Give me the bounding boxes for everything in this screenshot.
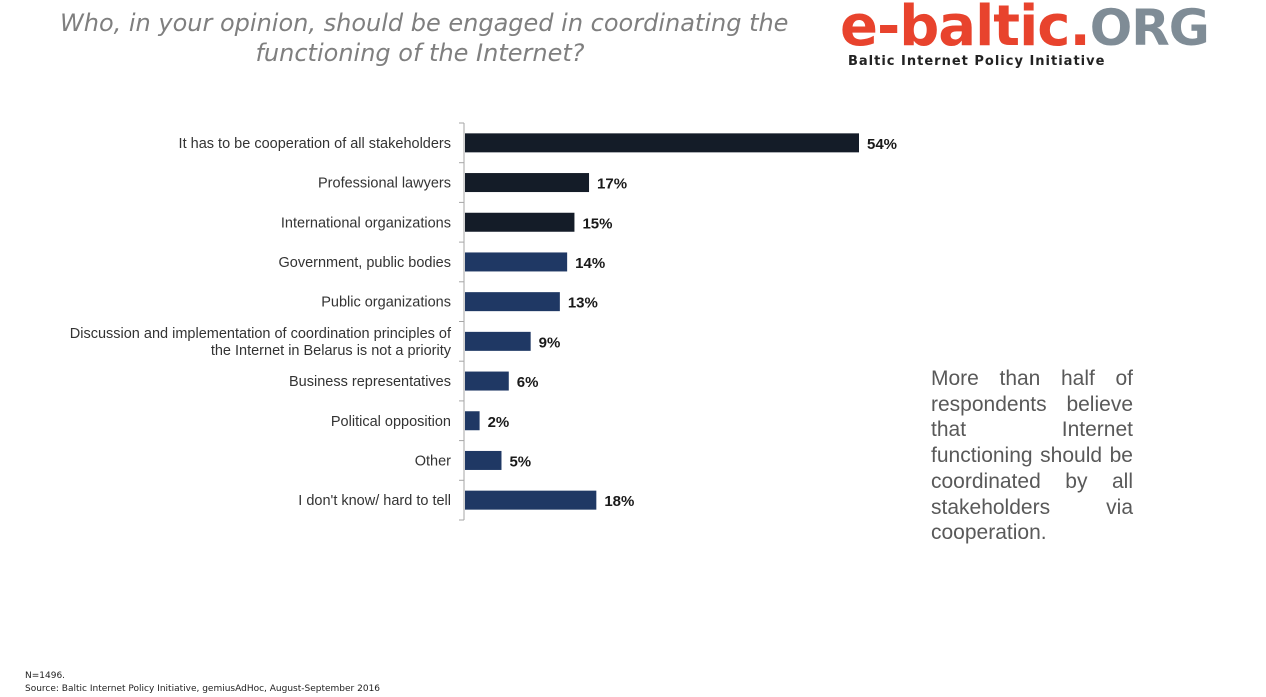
data-label: 6%: [517, 374, 539, 391]
category-label-line: Other: [415, 453, 451, 469]
title-line-2: functioning of the Internet?: [255, 39, 585, 67]
bar: [465, 450, 502, 470]
category-label: Public organizations: [321, 295, 451, 311]
category-label-line: Government, public bodies: [279, 255, 452, 271]
data-label: 5%: [509, 453, 531, 470]
category-label: It has to be cooperation of all stakehol…: [179, 136, 451, 152]
sample-size: N=1496.: [25, 671, 66, 681]
bar: [465, 371, 509, 391]
logo-wordmark: e-baltic.ORG: [840, 0, 1250, 59]
category-label: Discussion and implementation of coordin…: [70, 326, 452, 359]
bar: [465, 490, 597, 510]
logo-part-2: ORG: [1089, 0, 1210, 57]
data-label: 18%: [604, 493, 634, 510]
category-label-line: It has to be cooperation of all stakehol…: [179, 136, 451, 152]
category-label: Other: [415, 453, 451, 469]
summary-note: More than half of respondents believe th…: [931, 367, 1133, 545]
data-label: 14%: [575, 255, 605, 272]
data-label: 15%: [582, 215, 612, 232]
category-label-line: Public organizations: [321, 295, 451, 311]
category-label-line: Business representatives: [289, 374, 451, 390]
logo-tagline: Baltic Internet Policy Initiative: [848, 54, 1106, 69]
data-label: 17%: [597, 176, 627, 193]
category-label-line: Discussion and implementation of coordin…: [70, 326, 452, 342]
category-label-line: International organizations: [281, 215, 451, 231]
chart-title: Who, in your opinion, should be engaged …: [60, 8, 789, 68]
category-label: Professional lawyers: [318, 176, 451, 192]
category-label-line: Professional lawyers: [318, 176, 451, 192]
bar: [465, 252, 568, 272]
category-label-line: Political opposition: [331, 414, 451, 430]
category-label-line: I don't know/ hard to tell: [298, 493, 451, 509]
footer: N=1496. Source: Baltic Internet Policy I…: [25, 670, 380, 696]
bar: [465, 331, 531, 351]
category-label: Business representatives: [289, 374, 451, 390]
data-label: 13%: [568, 295, 598, 312]
category-label: Government, public bodies: [279, 255, 452, 271]
data-label: 9%: [539, 334, 561, 351]
e-baltic-logo: e-baltic.ORG Baltic Internet Policy Init…: [840, 0, 1250, 69]
bar: [465, 133, 859, 153]
logo-part-1: e-baltic.: [840, 0, 1091, 59]
data-label: 54%: [867, 136, 897, 153]
category-label: I don't know/ hard to tell: [298, 493, 451, 509]
bar: [465, 411, 480, 431]
source-note: Source: Baltic Internet Policy Initiativ…: [25, 684, 381, 694]
bar: [465, 173, 590, 193]
category-label: International organizations: [281, 215, 451, 231]
title-line-1: Who, in your opinion, should be engaged …: [60, 9, 789, 37]
bar: [465, 292, 560, 312]
category-label-line: the Internet in Belarus is not a priorit…: [211, 343, 452, 359]
bar: [465, 212, 575, 232]
category-label: Political opposition: [331, 414, 451, 430]
data-label: 2%: [488, 414, 510, 431]
